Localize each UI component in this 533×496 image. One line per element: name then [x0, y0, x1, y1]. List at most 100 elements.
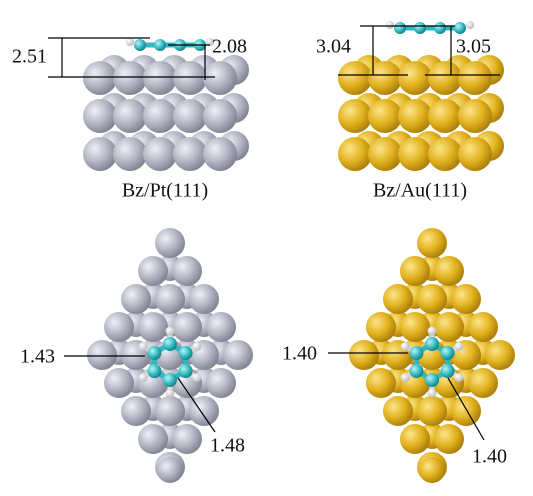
atom — [338, 137, 372, 171]
atom — [468, 368, 498, 398]
atom — [386, 21, 394, 29]
atom — [155, 396, 185, 426]
atom — [113, 99, 147, 133]
atom — [192, 342, 202, 351]
atom — [173, 61, 207, 95]
atom — [223, 340, 253, 370]
atom — [206, 312, 236, 342]
atom — [147, 346, 162, 360]
atom — [154, 39, 166, 51]
atom — [434, 256, 464, 286]
atom — [87, 340, 117, 370]
atom — [83, 99, 117, 133]
atom — [172, 312, 202, 342]
atom — [398, 99, 432, 133]
atom — [366, 368, 396, 398]
atom — [383, 396, 413, 426]
atom — [428, 137, 462, 171]
atom — [427, 326, 437, 336]
bond-label: 1.48 — [210, 435, 245, 457]
atom — [83, 137, 117, 171]
atom — [143, 99, 177, 133]
atom — [400, 256, 430, 286]
distance-label: 3.04 — [316, 36, 351, 58]
atom — [414, 22, 426, 34]
atom — [189, 396, 219, 426]
atom — [451, 396, 481, 426]
atom — [143, 137, 177, 171]
atom — [147, 364, 162, 378]
atom — [138, 312, 168, 342]
distance-label: 2.08 — [212, 36, 247, 58]
atom — [434, 312, 464, 342]
atom — [458, 99, 492, 133]
atom — [121, 284, 151, 314]
leader-line — [177, 377, 216, 433]
atom — [400, 373, 410, 382]
atom — [143, 61, 177, 95]
atom — [138, 373, 148, 382]
atom — [203, 99, 237, 133]
atom — [163, 337, 177, 351]
atom — [163, 373, 177, 387]
atom — [428, 99, 462, 133]
atom — [206, 368, 236, 398]
atom — [173, 137, 207, 171]
atom — [454, 342, 464, 351]
atom — [440, 364, 455, 378]
atoms — [83, 21, 515, 483]
panel-label: Bz/Au(111) — [373, 180, 467, 202]
atom — [485, 340, 515, 370]
atom — [368, 61, 402, 95]
atom — [409, 364, 424, 378]
atom — [454, 22, 466, 34]
atom — [134, 39, 146, 51]
atom — [165, 388, 175, 398]
atom — [349, 340, 379, 370]
atom — [192, 373, 202, 382]
atom — [458, 61, 492, 95]
atom — [121, 396, 151, 426]
atom — [172, 424, 202, 454]
atom — [368, 99, 402, 133]
distance-label: 3.05 — [456, 36, 491, 58]
panel-label: Bz/Pt(111) — [122, 180, 208, 202]
atom — [400, 342, 410, 351]
atom — [368, 137, 402, 171]
atom — [454, 373, 464, 382]
atom — [203, 61, 237, 95]
atom — [366, 312, 396, 342]
atom — [417, 396, 447, 426]
atom — [400, 424, 430, 454]
leader-line — [447, 377, 485, 441]
atom — [83, 61, 117, 95]
atom — [409, 346, 424, 360]
atom — [425, 373, 439, 387]
atom — [178, 364, 193, 378]
atom — [451, 284, 481, 314]
atom — [104, 312, 134, 342]
distance-label: 2.51 — [12, 46, 47, 68]
atom — [173, 99, 207, 133]
atom — [400, 312, 430, 342]
atom — [383, 284, 413, 314]
atom — [203, 137, 237, 171]
atom — [155, 228, 185, 258]
atom — [419, 457, 445, 483]
atom — [113, 137, 147, 171]
atom — [189, 284, 219, 314]
atom — [126, 38, 134, 46]
atom — [458, 137, 492, 171]
atom — [417, 228, 447, 258]
atom — [157, 457, 183, 483]
atom — [428, 61, 462, 95]
atom — [434, 22, 446, 34]
atom — [398, 61, 432, 95]
atom — [440, 346, 455, 360]
bond-label: 1.43 — [20, 346, 55, 368]
bond-label: 1.40 — [282, 343, 317, 365]
atom — [155, 284, 185, 314]
atom — [425, 337, 439, 351]
atom — [138, 256, 168, 286]
